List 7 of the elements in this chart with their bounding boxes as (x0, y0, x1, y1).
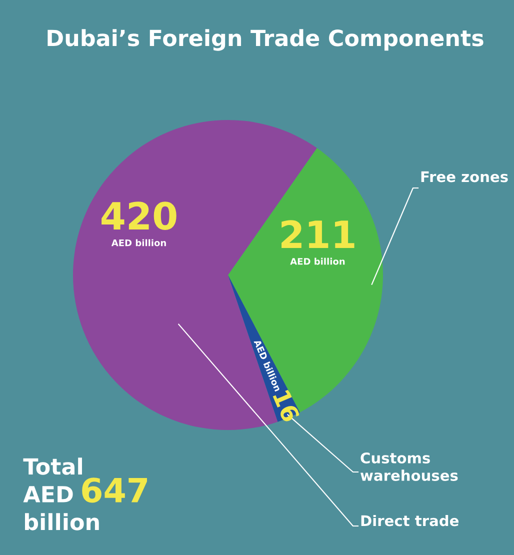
chart-title: Dubai’s Foreign Trade Components (48, 29, 484, 51)
data-label: 420 AED billion (102, 202, 176, 246)
slice-label: Direct trade (361, 514, 459, 526)
slice-label: Free zones (421, 171, 508, 182)
slice-label: Customs warehouses (360, 452, 458, 481)
text: Total AED 647 billion (23, 458, 147, 530)
data-label: 211 AED billion (282, 220, 354, 265)
